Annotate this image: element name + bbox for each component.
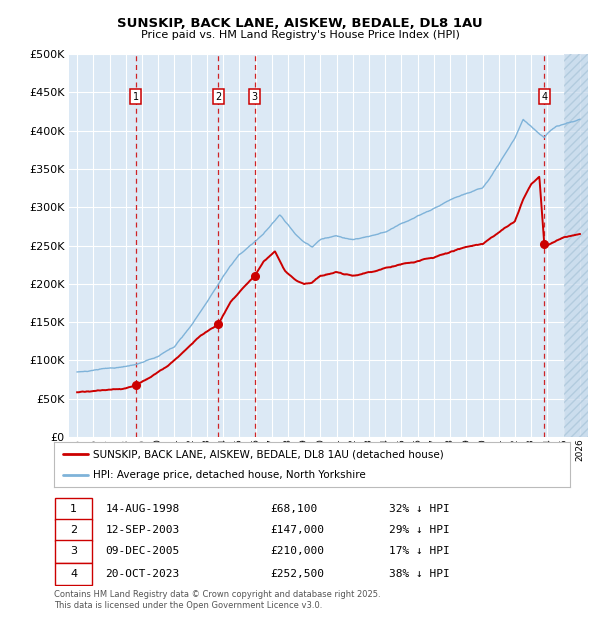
- Text: HPI: Average price, detached house, North Yorkshire: HPI: Average price, detached house, Nort…: [92, 469, 365, 480]
- Text: 32% ↓ HPI: 32% ↓ HPI: [389, 503, 450, 514]
- Text: 20-OCT-2023: 20-OCT-2023: [106, 569, 180, 579]
- Text: £252,500: £252,500: [271, 569, 325, 579]
- Text: Price paid vs. HM Land Registry's House Price Index (HPI): Price paid vs. HM Land Registry's House …: [140, 30, 460, 40]
- Text: 38% ↓ HPI: 38% ↓ HPI: [389, 569, 450, 579]
- Text: 29% ↓ HPI: 29% ↓ HPI: [389, 525, 450, 535]
- Text: 14-AUG-1998: 14-AUG-1998: [106, 503, 180, 514]
- Text: 4: 4: [541, 92, 547, 102]
- Text: 1: 1: [133, 92, 139, 102]
- Text: 12-SEP-2003: 12-SEP-2003: [106, 525, 180, 535]
- Text: 3: 3: [251, 92, 257, 102]
- Text: 17% ↓ HPI: 17% ↓ HPI: [389, 546, 450, 557]
- Text: SUNSKIP, BACK LANE, AISKEW, BEDALE, DL8 1AU (detached house): SUNSKIP, BACK LANE, AISKEW, BEDALE, DL8 …: [92, 449, 443, 459]
- Bar: [563, 54, 588, 437]
- Text: £210,000: £210,000: [271, 546, 325, 557]
- Text: 1: 1: [70, 503, 77, 514]
- Text: 3: 3: [70, 546, 77, 557]
- FancyBboxPatch shape: [55, 497, 92, 520]
- Text: 4: 4: [70, 569, 77, 579]
- Text: £68,100: £68,100: [271, 503, 318, 514]
- Text: SUNSKIP, BACK LANE, AISKEW, BEDALE, DL8 1AU: SUNSKIP, BACK LANE, AISKEW, BEDALE, DL8 …: [117, 17, 483, 30]
- Text: Contains HM Land Registry data © Crown copyright and database right 2025.
This d: Contains HM Land Registry data © Crown c…: [54, 590, 380, 609]
- FancyBboxPatch shape: [55, 563, 92, 585]
- Text: 2: 2: [215, 92, 221, 102]
- Text: £147,000: £147,000: [271, 525, 325, 535]
- Text: 09-DEC-2005: 09-DEC-2005: [106, 546, 180, 557]
- Text: 2: 2: [70, 525, 77, 535]
- FancyBboxPatch shape: [55, 519, 92, 541]
- FancyBboxPatch shape: [55, 540, 92, 563]
